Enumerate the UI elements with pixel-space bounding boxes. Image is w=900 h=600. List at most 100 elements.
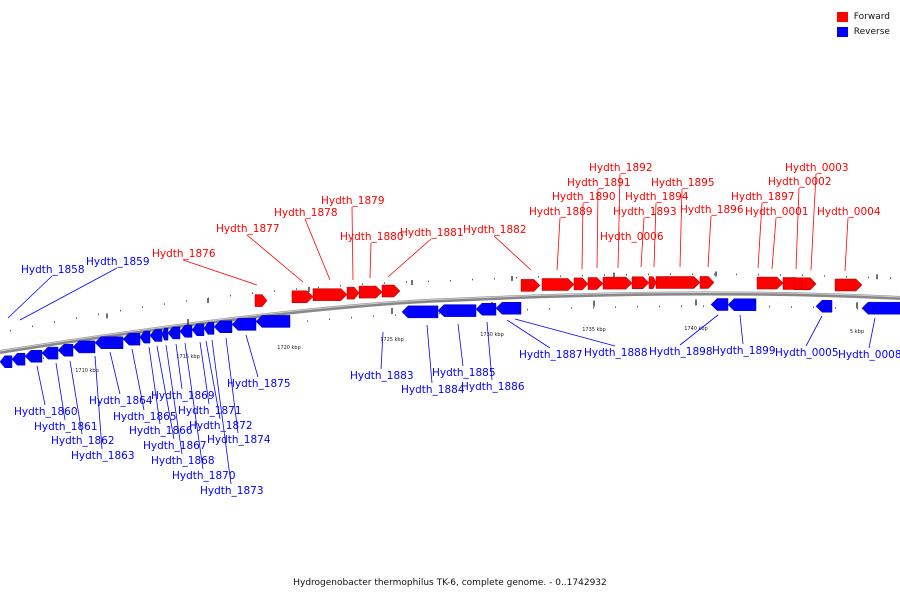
tick-label: 1715 kbp	[176, 354, 200, 360]
reverse-gene-arrow	[213, 320, 233, 333]
forward-gene-arrow	[834, 278, 863, 292]
legend-item-forward: Forward	[836, 9, 890, 24]
minor-tick	[714, 273, 715, 275]
reverse-leader-line	[679, 314, 719, 346]
minor-tick	[571, 307, 572, 309]
minor-tick	[659, 305, 660, 308]
forward-leader-line	[556, 217, 561, 271]
tick-label: 5 kbp	[850, 329, 864, 335]
reverse-gene-arrow	[122, 332, 141, 346]
reverse-leader-line	[36, 365, 46, 406]
forward-gene-label: Hydth_1894	[625, 191, 689, 203]
forward-gene-label: Hydth_1877	[216, 223, 280, 235]
minor-tick	[648, 273, 649, 276]
forward-gene-label: Hydth_1889	[529, 206, 593, 218]
minor-tick	[373, 315, 374, 318]
reverse-leader-line	[380, 331, 384, 370]
minor-tick	[32, 325, 33, 328]
reverse-gene-arrow	[94, 336, 124, 349]
reverse-gene-arrow	[161, 327, 169, 341]
reverse-leader-line	[7, 275, 53, 319]
minor-tick	[681, 305, 682, 308]
minor-tick	[593, 306, 594, 309]
forward-leader-line	[771, 217, 777, 270]
forward-gene-label: Hydth_0001	[745, 206, 809, 218]
gene-arrows	[0, 276, 900, 369]
forward-leader-line	[679, 188, 683, 268]
tick-label: 1735 kbp	[582, 327, 606, 333]
tick-label: 1725 kbp	[380, 337, 404, 343]
reverse-leader-line	[211, 339, 232, 485]
reverse-gene-label: Hydth_1868	[151, 455, 215, 467]
minor-tick	[318, 286, 319, 289]
reverse-gene-label: Hydth_1860	[14, 406, 78, 418]
reverse-gene-label: Hydth_1875	[227, 378, 291, 390]
reverse-gene-label: Hydth_1867	[143, 440, 207, 452]
forward-leader-line	[617, 173, 621, 269]
tick-label: 1730 kbp	[480, 332, 504, 338]
minor-tick	[637, 305, 638, 308]
reverse-gene-label: Hydth_1886	[461, 381, 525, 393]
minor-tick	[307, 320, 308, 322]
forward-leader-line	[387, 238, 432, 278]
minor-tick	[406, 281, 407, 283]
minor-tick	[142, 306, 143, 309]
reverse-gene-label: Hydth_1887	[519, 349, 583, 361]
forward-leader-line	[757, 202, 763, 269]
reverse-gene-label: Hydth_1861	[34, 421, 98, 433]
minor-tick	[395, 314, 396, 316]
scale-ticks: 1710 kbp 1715 kbp 1720 kbp 1725 kbp 1730 kbp…	[10, 271, 891, 374]
forward-gene-arrow	[520, 279, 541, 292]
minor-tick	[670, 273, 671, 276]
minor-tick	[791, 306, 792, 308]
minor-tick	[582, 274, 583, 277]
minor-tick	[384, 282, 385, 284]
reverse-gene-arrow	[495, 302, 522, 315]
reverse-leader-line	[165, 344, 183, 455]
reverse-leader-line	[805, 315, 823, 347]
forward-gene-label: Hydth_0004	[817, 206, 881, 218]
genome-backbone-highlight	[0, 291, 900, 352]
reverse-gene-arrow	[401, 305, 439, 319]
forward-gene-arrow	[358, 285, 383, 299]
reverse-gene-arrow	[203, 322, 215, 335]
minor-tick	[428, 280, 429, 283]
minor-tick	[252, 292, 253, 295]
minor-tick	[362, 283, 363, 286]
legend-item-reverse: Reverse	[836, 24, 890, 39]
forward-gene-arrow	[291, 290, 314, 304]
minor-tick	[549, 308, 550, 310]
minor-tick	[98, 313, 99, 316]
minor-tick	[769, 305, 770, 308]
reverse-gene-arrow	[861, 301, 900, 315]
reverse-gene-label: Hydth_1866	[129, 425, 193, 437]
reverse-gene-arrow	[231, 318, 257, 331]
minor-tick	[230, 294, 231, 297]
legend-label-reverse: Reverse	[853, 26, 890, 37]
reverse-gene-label: Hydth_1863	[71, 450, 135, 462]
reverse-leader-line	[457, 323, 464, 367]
forward-gene-arrow	[254, 294, 268, 307]
reverse-gene-arrow	[24, 349, 43, 363]
reverse-gene-arrow	[815, 300, 833, 313]
reverse-gene-label: Hydth_1871	[178, 405, 242, 417]
forward-leader-line	[369, 242, 372, 279]
tick-label: 1740 kbp	[684, 326, 708, 332]
forward-leader-line	[810, 173, 817, 271]
forward-gene-arrow	[801, 277, 817, 291]
forward-gene-label: Hydth_1891	[567, 177, 631, 189]
forward-gene-arrow	[312, 288, 348, 301]
reverse-leader-line	[868, 317, 876, 349]
minor-tick	[351, 316, 352, 319]
minor-tick	[164, 303, 165, 305]
reverse-gene-label: Hydth_1885	[432, 367, 496, 379]
gene-labels: Hydth_1876 Hydth_1877 Hydth_1878Hydth_1879…	[14, 162, 900, 497]
genome-caption: Hydrogenobacter thermophilus TK-6, compl…	[293, 578, 607, 588]
reverse-gene-arrow	[255, 315, 291, 328]
minor-tick	[43, 357, 44, 360]
reverse-leader-line	[19, 267, 118, 321]
forward-gene-arrow	[346, 286, 360, 300]
forward-leader-line	[596, 188, 599, 269]
reverse-leader-line	[156, 345, 175, 440]
reverse-leader-line	[175, 343, 183, 390]
